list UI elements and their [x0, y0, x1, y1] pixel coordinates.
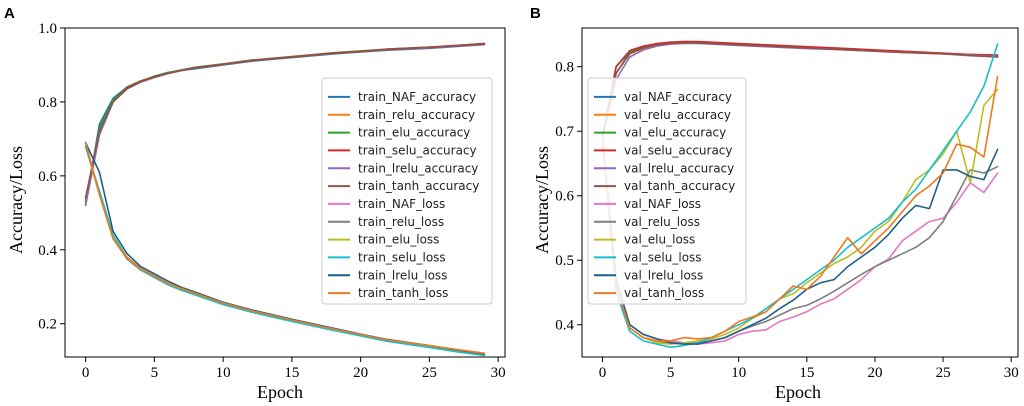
legend-label: val_NAF_loss [624, 197, 701, 211]
panel-letter: A [4, 5, 15, 22]
plot-lines [84, 42, 486, 357]
y-axis-label: Accuracy/Loss [532, 146, 552, 254]
panel-b: B Accuracy/Loss Epoch 0 5 10 15 20 25 30 0.4 0.5… [530, 5, 1019, 402]
panel-a: A Accuracy/Loss Epoch 0 5 10 15 20 25 30 0.2 0.4… [4, 5, 506, 402]
legend-label: train_tanh_loss [358, 286, 448, 300]
x-tick-label: 30 [491, 365, 506, 381]
legend-label: train_lrelu_loss [358, 268, 447, 282]
y-tick-label: 0.7 [555, 124, 574, 140]
plot-frame [64, 27, 506, 358]
x-tick-label: 10 [731, 365, 746, 381]
y-tick-label: 0.5 [555, 253, 574, 269]
x-tick-label: 25 [422, 365, 437, 381]
x-tick-label: 10 [216, 365, 231, 381]
tick-group: 0 5 10 15 20 25 30 0.2 0.4 0.6 0.8 1.0 [38, 21, 505, 381]
y-tick-label: 1.0 [38, 21, 57, 37]
y-tick-label: 0.6 [38, 169, 57, 185]
legend-label: train_elu_accuracy [358, 126, 470, 140]
legend-label: val_lrelu_accuracy [624, 161, 734, 175]
series-line-val_tanh_loss [601, 75, 999, 342]
legend: train_NAF_accuracy train_relu_accuracytra… [321, 77, 493, 305]
x-tick-label: 5 [151, 365, 159, 381]
legend-label: train_relu_accuracy [358, 108, 475, 122]
legend-label: train_tanh_accuracy [358, 179, 479, 193]
series-line-val_lrelu_loss [601, 136, 999, 345]
x-tick-label: 5 [667, 365, 675, 381]
y-axis-label: Accuracy/Loss [6, 146, 26, 254]
series-line-val_tanh_accuracy [601, 41, 999, 139]
y-tick-label: 0.8 [555, 60, 574, 76]
series-line-val_selu_loss [601, 43, 999, 349]
x-axis-label: Epoch [257, 382, 303, 402]
legend-label: val_elu_loss [624, 233, 695, 247]
legend-label: val_NAF_accuracy [624, 90, 732, 104]
tick-group: 0 5 10 15 20 25 30 0.4 0.5 0.6 0.7 0.8 [555, 60, 1018, 381]
x-tick-label: 30 [1004, 365, 1019, 381]
legend: val_NAF_accuracy val_relu_accuracy val_elu… [587, 77, 747, 305]
series-line-val_selu_accuracy [601, 40, 999, 139]
legend-label: train_lrelu_accuracy [358, 161, 478, 175]
legend-label: train_NAF_accuracy [358, 90, 476, 104]
legend-box [587, 77, 747, 305]
legend-label: val_relu_accuracy [624, 108, 731, 122]
legend-label: train_selu_loss [358, 250, 446, 264]
x-tick-label: 0 [599, 365, 607, 381]
y-tick-label: 0.8 [38, 95, 57, 111]
legend-box [321, 77, 493, 305]
y-tick-label: 0.4 [555, 318, 574, 334]
legend-label: train_selu_accuracy [358, 143, 477, 157]
series-line-train_tanh_loss [84, 141, 486, 355]
y-tick-label: 0.4 [38, 243, 57, 259]
x-tick-label: 20 [353, 365, 368, 381]
y-tick-label: 0.2 [38, 317, 57, 333]
legend-label: val_tanh_accuracy [624, 179, 735, 193]
legend-label: train_relu_loss [358, 215, 444, 229]
x-tick-label: 15 [284, 365, 299, 381]
legend-label: train_elu_loss [358, 233, 439, 247]
x-tick-label: 0 [82, 365, 90, 381]
legend-label: val_elu_accuracy [624, 126, 726, 140]
plot-frame [581, 27, 1019, 358]
legend-label: val_relu_loss [624, 215, 700, 229]
legend-label: val_tanh_loss [624, 286, 704, 300]
legend-label: val_selu_accuracy [624, 143, 733, 157]
panel-letter: B [530, 5, 541, 22]
x-tick-label: 20 [867, 365, 882, 381]
series-line-train_tanh_accuracy [84, 43, 486, 199]
x-tick-label: 15 [799, 365, 814, 381]
legend-label: train_NAF_loss [358, 197, 445, 211]
y-tick-label: 0.6 [555, 189, 574, 205]
x-tick-label: 25 [936, 365, 951, 381]
legend-label: val_selu_loss [624, 250, 702, 264]
x-axis-label: Epoch [775, 382, 821, 402]
legend-label: val_lrelu_loss [624, 268, 703, 282]
plot-lines [601, 40, 999, 349]
